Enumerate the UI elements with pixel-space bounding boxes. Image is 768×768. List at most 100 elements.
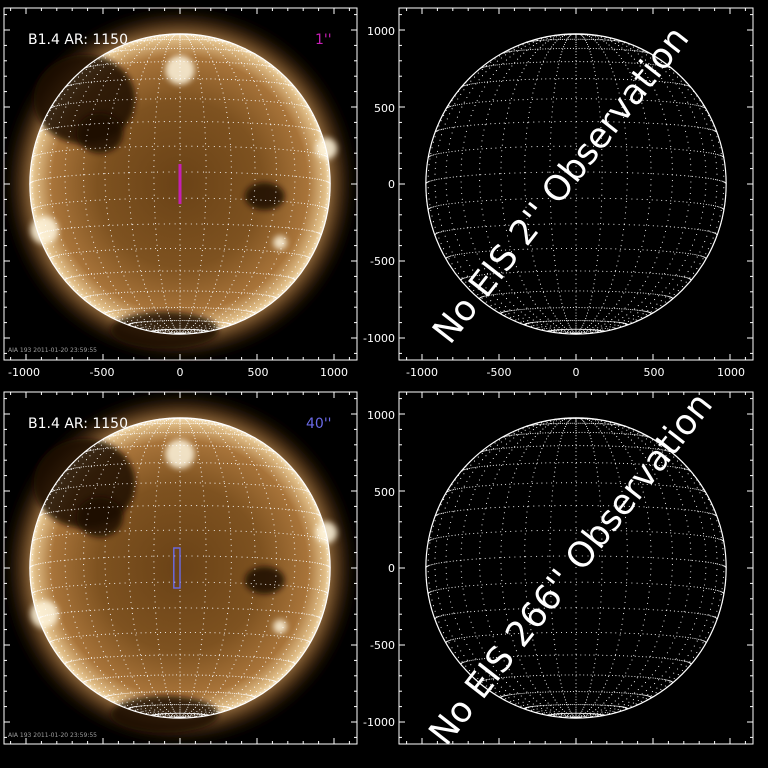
grid-dot: [634, 291, 636, 294]
grid-dot: [672, 251, 675, 253]
grid-dot: [164, 320, 166, 322]
grid-dot: [229, 308, 231, 310]
grid-dot: [173, 330, 175, 333]
grid-dot: [250, 199, 252, 201]
grid-dot: [204, 206, 206, 208]
grid-dot: [503, 213, 505, 215]
grid-dot: [306, 151, 309, 153]
grid-dot: [523, 224, 525, 226]
grid-dot: [286, 102, 288, 104]
grid-dot: [514, 293, 516, 295]
grid-dot: [543, 328, 545, 330]
grid-dot: [430, 152, 432, 154]
grid-dot: [193, 330, 195, 332]
grid-dot: [538, 326, 540, 328]
grid-dot: [114, 198, 116, 200]
grid-dot: [129, 143, 131, 145]
grid-dot: [64, 187, 66, 189]
grid-dot: [70, 252, 72, 254]
grid-dot: [186, 324, 188, 326]
grid-dot: [179, 320, 181, 322]
grid-dot: [271, 129, 273, 131]
grid-dot: [190, 315, 192, 317]
grid-dot: [114, 316, 116, 318]
grid-dot: [485, 287, 487, 289]
grid-dot: [240, 320, 242, 322]
grid-dot: [219, 270, 221, 272]
grid-dot: [575, 222, 577, 224]
grid-dot: [102, 293, 104, 295]
grid-dot: [501, 63, 503, 65]
grid-dot: [270, 250, 272, 252]
grid-dot: [127, 284, 129, 286]
grid-dot: [476, 100, 478, 102]
grid-dot: [196, 326, 198, 329]
grid-dot: [536, 324, 538, 326]
grid-dot: [273, 251, 275, 253]
grid-dot: [156, 37, 159, 39]
grid-dot: [176, 47, 178, 49]
grid-dot: [104, 147, 106, 149]
grid-dot: [641, 310, 643, 312]
grid-dot: [684, 175, 686, 177]
grid-dot: [270, 66, 272, 68]
grid-dot: [580, 328, 582, 330]
grid-dot: [561, 307, 563, 309]
grid-dot: [645, 310, 647, 312]
grid-dot: [489, 77, 491, 80]
grid-dot: [643, 224, 645, 226]
grid-dot: [554, 330, 556, 332]
grid-dot: [197, 270, 199, 272]
grid-dot: [702, 229, 704, 231]
grid-dot: [560, 299, 562, 301]
grid-dot: [215, 310, 217, 312]
grid-dot: [537, 306, 539, 309]
grid-dot: [542, 291, 544, 294]
grid-dot: [47, 255, 49, 257]
grid-dot: [656, 64, 658, 66]
grid-dot: [451, 151, 453, 153]
grid-dot: [129, 324, 131, 326]
grid-dot: [575, 244, 577, 246]
grid-dot: [687, 277, 689, 279]
grid-dot: [320, 136, 322, 138]
grid-dot: [550, 132, 552, 134]
grid-dot: [521, 72, 523, 74]
grid-dot: [296, 272, 299, 274]
grid-dot: [311, 248, 313, 250]
grid-dot: [216, 326, 218, 328]
grid-dot: [508, 240, 510, 242]
grid-dot: [264, 300, 266, 302]
grid-dot: [564, 47, 566, 50]
grid-dot: [661, 147, 663, 149]
grid-dot: [567, 78, 569, 80]
grid-dot: [269, 295, 271, 297]
grid-dot: [160, 74, 162, 76]
grid-dot: [503, 310, 505, 312]
grid-dot: [494, 309, 496, 311]
grid-dot: [209, 36, 211, 39]
grid-dot: [30, 200, 32, 202]
grid-dot: [534, 48, 536, 50]
grid-dot: [588, 48, 590, 50]
grid-dot: [185, 307, 187, 309]
grid-dot: [149, 36, 151, 39]
grid-dot: [85, 90, 87, 92]
grid-dot: [436, 150, 439, 152]
grid-dot: [154, 206, 156, 208]
grid-dot: [561, 34, 563, 36]
grid-dot: [633, 309, 635, 311]
grid-dot: [40, 156, 42, 158]
grid-dot: [118, 61, 120, 64]
grid-dot: [165, 36, 168, 38]
grid-dot: [500, 184, 502, 186]
grid-dot: [529, 322, 531, 324]
grid-dot: [291, 141, 293, 143]
grid-dot: [304, 137, 306, 140]
grid-dot: [454, 256, 456, 258]
grid-dot: [109, 272, 112, 274]
grid-dot: [50, 118, 52, 120]
grid-dot: [262, 294, 264, 296]
grid-dot: [631, 146, 633, 148]
grid-dot: [662, 250, 664, 252]
